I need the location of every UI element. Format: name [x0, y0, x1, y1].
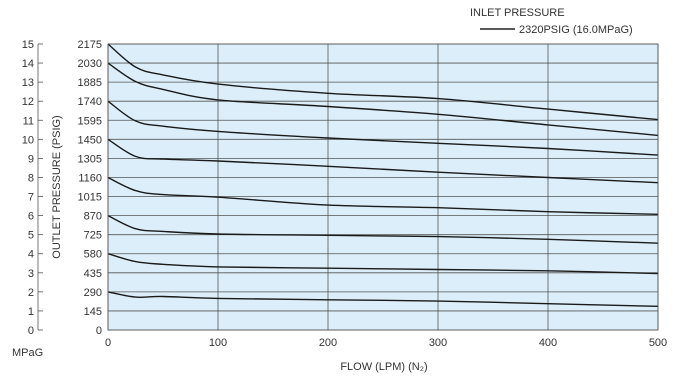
mpa-tick-label: 7 [28, 192, 34, 204]
mpa-tick-label: 9 [28, 153, 34, 165]
mpa-tick-label: 0 [28, 325, 34, 337]
y-tick-label: 1015 [78, 192, 102, 204]
x-tick-label: 300 [429, 337, 447, 349]
series-line-5 [107, 176, 659, 215]
y-tick-label: 1740 [78, 96, 102, 108]
mpa-tick-label: 8 [28, 172, 34, 184]
y-tick-label: 725 [84, 230, 102, 242]
mpa-tick-label: 3 [28, 268, 34, 280]
mpa-tick-label: 6 [28, 211, 34, 223]
mpa-tick-label: 11 [23, 115, 34, 127]
y-axis-title: OUTLET PRESSURE (PSIG) [51, 115, 63, 258]
mpa-tick-label: 1 [28, 306, 34, 318]
y-tick-label: 2175 [78, 39, 102, 51]
mpa-tick-label: 4 [28, 249, 34, 261]
mpa-tick-label: 2 [28, 287, 34, 299]
secondary-y-axis-title: MPaG [12, 347, 43, 359]
series-line-4 [107, 138, 659, 184]
mpa-tick-label: 15 [22, 39, 34, 51]
y-tick-label: 290 [84, 287, 102, 299]
series-line-3 [107, 100, 659, 156]
plot-area-background [108, 44, 658, 330]
y-tick-label: 145 [84, 306, 102, 318]
x-axis-title: FLOW (LPM) (N₂) [340, 361, 427, 373]
x-tick-label: 200 [319, 337, 337, 349]
series-line-6 [107, 214, 659, 244]
y-tick-label: 2030 [78, 58, 102, 70]
legend-title: INLET PRESSURE [470, 7, 565, 19]
y-tick-label: 1305 [78, 153, 102, 165]
plot-area-border [107, 43, 659, 331]
y-tick-label: 1450 [78, 134, 102, 146]
y-tick-label: 435 [84, 268, 102, 280]
x-axis-ticks: 0 100 200 300 400 500 [105, 337, 667, 349]
series-line-2 [107, 62, 659, 137]
y-tick-label: 1885 [78, 77, 102, 89]
x-tick-label: 400 [539, 337, 557, 349]
x-tick-label: 100 [209, 337, 227, 349]
legend-entry-label: 2320PSIG (16.0MPaG) [519, 24, 633, 36]
y-tick-label: 870 [84, 211, 102, 223]
mpa-tick-label: 10 [22, 134, 34, 146]
legend: INLET PRESSURE 2320PSIG (16.0MPaG) [470, 7, 633, 36]
mpa-tick-label: 12 [22, 96, 34, 108]
series-line-8 [107, 291, 659, 307]
mpa-tick-label: 5 [28, 230, 34, 242]
y-tick-label: 0 [96, 325, 102, 337]
series-line-7 [107, 253, 659, 275]
series-lines [107, 43, 659, 307]
x-tick-label: 0 [105, 337, 111, 349]
mpa-tick-label: 14 [22, 58, 34, 70]
series-line-1 [107, 43, 659, 121]
y-tick-label: 1595 [78, 115, 102, 127]
y-tick-label: 1160 [78, 172, 102, 184]
mpa-tick-label: 13 [22, 77, 34, 89]
psig-axis-ticks: 0 145 290 435 580 725 870 1015 1160 1305 1450 1595 1… [78, 39, 102, 337]
y-tick-label: 580 [84, 249, 102, 261]
x-tick-label: 500 [649, 337, 667, 349]
